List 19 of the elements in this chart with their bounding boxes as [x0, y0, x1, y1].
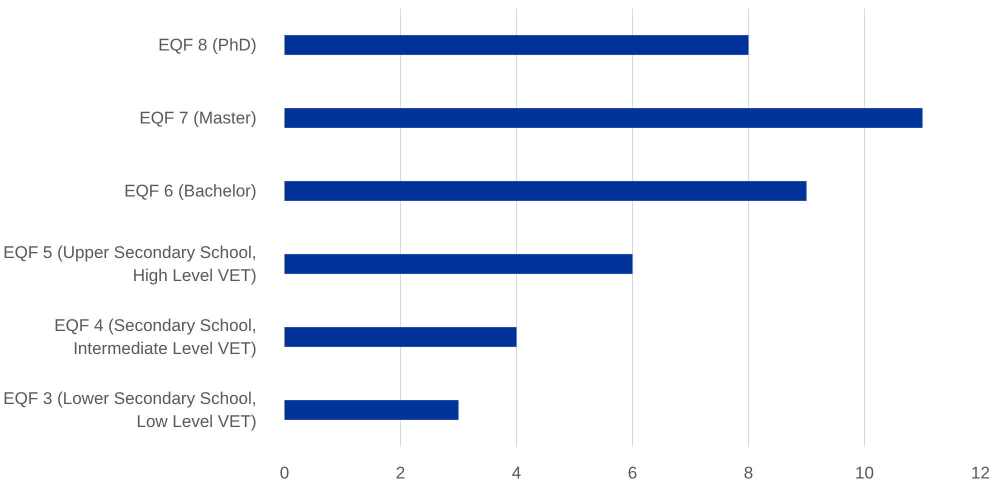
y-tick-label: EQF 8 (PhD): [158, 36, 257, 54]
x-tick-label: 4: [512, 464, 522, 481]
x-tick-label: 12: [971, 464, 990, 481]
y-tick-label: EQF 3 (Lower Secondary School, Low Level VET): [3, 389, 257, 431]
bar: [284, 181, 806, 201]
bar: [284, 254, 632, 274]
x-tick-label: 2: [396, 464, 406, 481]
y-tick-label: EQF 4 (Secondary School, Intermediate Level VET): [54, 316, 257, 358]
y-tick-label: EQF 6 (Bachelor): [124, 182, 256, 200]
bar: [284, 35, 748, 55]
bar: [284, 108, 922, 128]
bar: [284, 400, 458, 420]
x-tick-label: 0: [280, 464, 290, 481]
x-tick-label: 8: [744, 464, 754, 481]
x-tick-label: 6: [628, 464, 638, 481]
y-tick-label: EQF 7 (Master): [139, 108, 256, 128]
x-tick-label: 10: [855, 464, 874, 481]
y-tick-label: EQF 5 (Upper Secondary School, High Level VET): [3, 243, 257, 285]
bar: [284, 327, 516, 347]
